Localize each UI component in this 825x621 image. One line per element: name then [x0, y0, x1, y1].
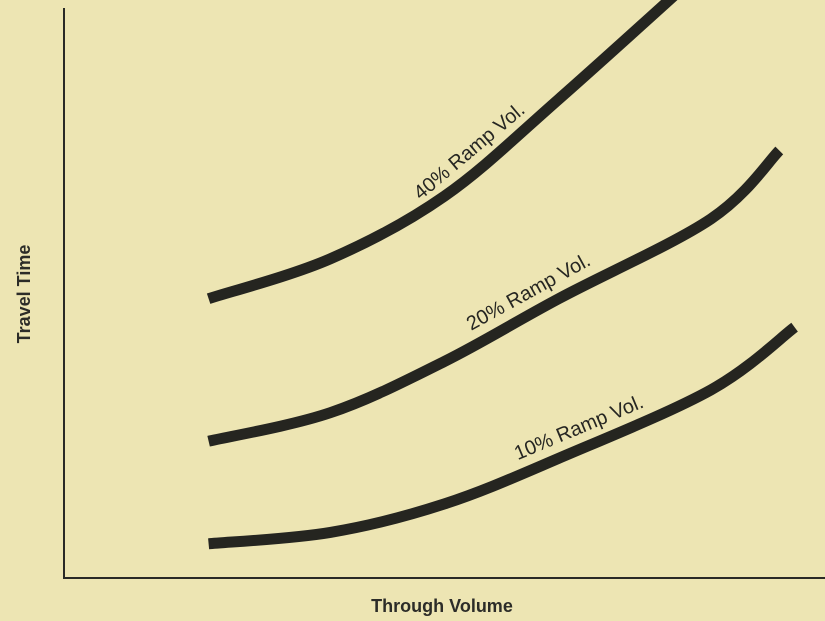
series-label-layer: 40% Ramp Vol.20% Ramp Vol.10% Ramp Vol.: [410, 99, 647, 465]
series-line-2: [207, 146, 784, 447]
y-axis-title: Travel Time: [14, 245, 34, 344]
series-line-3: [208, 322, 798, 550]
series-line-1: [206, 0, 678, 304]
series-layer: [206, 0, 798, 550]
x-axis-title: Through Volume: [371, 596, 513, 616]
series-label-1: 40% Ramp Vol.: [410, 99, 530, 205]
